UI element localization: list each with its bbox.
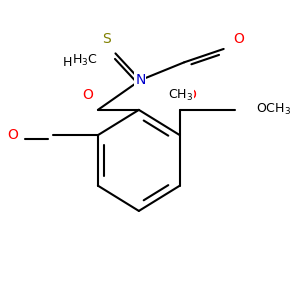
Text: O: O	[8, 128, 19, 142]
Text: H$_3$C: H$_3$C	[72, 53, 98, 68]
Text: N: N	[135, 73, 146, 87]
Text: O: O	[82, 88, 94, 102]
Text: S: S	[102, 32, 111, 46]
Text: OCH$_3$: OCH$_3$	[256, 102, 291, 117]
Text: O: O	[233, 32, 244, 46]
Text: O: O	[186, 88, 196, 102]
Text: H$_3$C: H$_3$C	[62, 56, 88, 71]
Text: CH$_3$: CH$_3$	[168, 88, 193, 103]
